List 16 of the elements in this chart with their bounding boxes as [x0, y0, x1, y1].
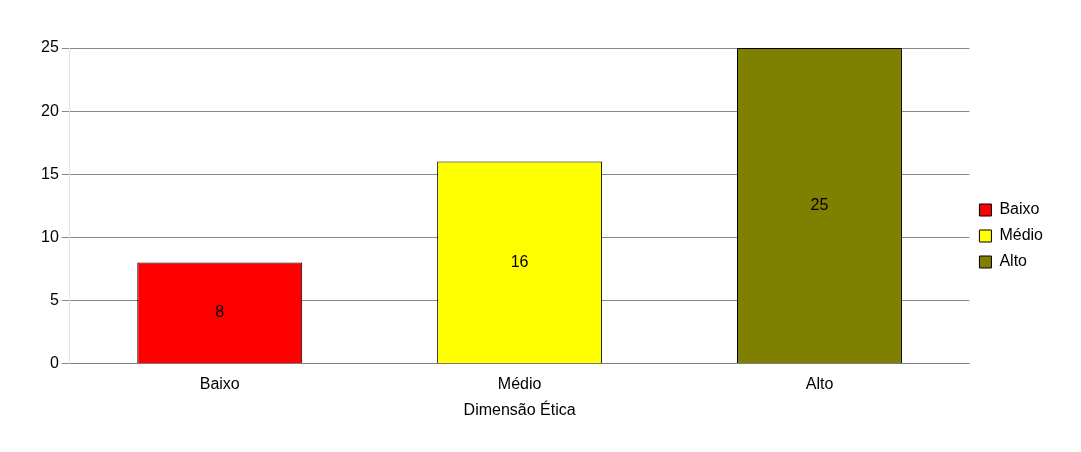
data-label: 25 [810, 195, 829, 213]
y-tick-label: 25 [41, 38, 59, 56]
data-label: 16 [510, 252, 529, 270]
y-tick-label: 0 [49, 354, 59, 372]
legend-label: Baixo [999, 200, 1040, 218]
y-tick-label: 5 [49, 290, 59, 308]
y-tick-label: 15 [41, 164, 59, 182]
x-tick-label: Alto [805, 374, 834, 392]
y-tick-label: 10 [41, 227, 59, 245]
y-tick-label: 20 [41, 101, 59, 119]
legend-label: Médio [999, 226, 1044, 244]
data-label: 8 [215, 303, 225, 321]
x-axis-title: Dimensão Ética [463, 399, 576, 418]
legend-label: Alto [999, 252, 1028, 270]
x-tick-label: Médio [497, 374, 542, 392]
x-tick-label: Baixo [199, 374, 240, 392]
